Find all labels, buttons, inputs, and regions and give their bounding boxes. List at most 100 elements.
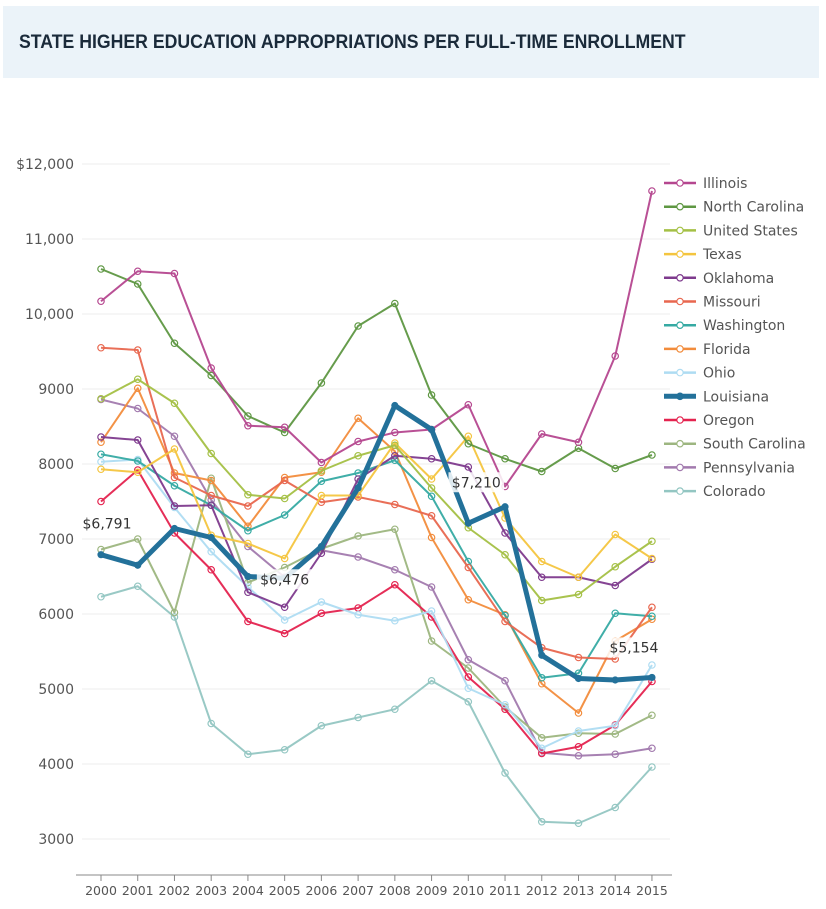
- data-point[interactable]: [427, 391, 436, 399]
- data-point[interactable]: [280, 629, 289, 638]
- data-point[interactable]: [574, 653, 583, 662]
- data-point[interactable]: [574, 819, 583, 828]
- data-point[interactable]: [464, 684, 473, 693]
- data-point[interactable]: [354, 451, 362, 460]
- data-point[interactable]: [427, 475, 436, 483]
- data-point[interactable]: [170, 608, 179, 617]
- data-point[interactable]: [133, 468, 142, 477]
- data-point[interactable]: [537, 749, 546, 758]
- data-point[interactable]: [574, 751, 583, 760]
- data-point[interactable]: [537, 430, 546, 438]
- data-point[interactable]: [427, 484, 436, 492]
- data-point[interactable]: [391, 565, 399, 574]
- data-point[interactable]: [354, 322, 362, 330]
- legend-item[interactable]: Washington: [664, 318, 785, 334]
- data-point[interactable]: [207, 533, 215, 542]
- data-point[interactable]: [501, 503, 509, 511]
- data-point[interactable]: [207, 449, 215, 458]
- data-point[interactable]: [464, 673, 473, 681]
- legend-item[interactable]: Oklahoma: [664, 271, 774, 287]
- data-point[interactable]: [537, 596, 546, 605]
- data-point[interactable]: [97, 497, 105, 506]
- data-point[interactable]: [97, 438, 105, 447]
- data-point[interactable]: [170, 481, 179, 490]
- data-point[interactable]: [170, 613, 179, 621]
- data-point[interactable]: [317, 721, 326, 730]
- data-point[interactable]: [170, 432, 179, 441]
- data-point[interactable]: [611, 803, 620, 812]
- data-point[interactable]: [611, 464, 620, 473]
- data-point[interactable]: [317, 491, 326, 500]
- data-point[interactable]: [97, 457, 105, 466]
- data-point[interactable]: [574, 727, 583, 735]
- data-point[interactable]: [280, 616, 289, 624]
- data-point[interactable]: [97, 551, 105, 559]
- data-point[interactable]: [280, 423, 289, 432]
- data-point[interactable]: [464, 563, 473, 572]
- data-point[interactable]: [537, 467, 546, 476]
- data-point[interactable]: [391, 299, 399, 308]
- data-point[interactable]: [354, 610, 362, 619]
- data-point[interactable]: [427, 637, 436, 645]
- legend-item[interactable]: Illinois: [664, 176, 747, 192]
- data-point[interactable]: [501, 617, 509, 626]
- data-point[interactable]: [648, 451, 656, 459]
- data-point[interactable]: [354, 532, 362, 540]
- data-point[interactable]: [133, 375, 142, 384]
- data-point[interactable]: [207, 476, 215, 485]
- legend-item[interactable]: Oregon: [664, 413, 754, 429]
- data-point[interactable]: [427, 511, 436, 520]
- data-point[interactable]: [537, 733, 546, 742]
- data-point[interactable]: [280, 476, 289, 485]
- data-point[interactable]: [391, 616, 399, 625]
- data-point[interactable]: [280, 494, 289, 503]
- data-point[interactable]: [133, 457, 142, 465]
- data-point[interactable]: [170, 445, 179, 453]
- data-point[interactable]: [244, 522, 252, 531]
- data-point[interactable]: [133, 267, 142, 276]
- data-point[interactable]: [611, 562, 620, 571]
- legend-item[interactable]: Ohio: [664, 366, 735, 382]
- legend-item[interactable]: South Carolina: [664, 437, 806, 453]
- data-point[interactable]: [648, 537, 656, 546]
- data-point[interactable]: [611, 730, 620, 738]
- data-point[interactable]: [648, 661, 656, 669]
- data-point[interactable]: [538, 651, 546, 659]
- data-point[interactable]: [537, 817, 546, 826]
- data-point[interactable]: [317, 542, 325, 551]
- data-point[interactable]: [244, 750, 252, 759]
- data-point[interactable]: [317, 609, 326, 618]
- data-point[interactable]: [537, 557, 546, 566]
- data-point[interactable]: [317, 477, 326, 486]
- legend-item[interactable]: Colorado: [664, 484, 766, 500]
- data-point[interactable]: [244, 539, 252, 548]
- data-point[interactable]: [391, 525, 399, 534]
- data-point[interactable]: [207, 565, 215, 574]
- data-point[interactable]: [464, 463, 473, 471]
- data-point[interactable]: [97, 433, 105, 441]
- data-point[interactable]: [611, 530, 620, 539]
- data-point[interactable]: [574, 573, 583, 582]
- data-point[interactable]: [427, 607, 436, 615]
- data-point[interactable]: [244, 526, 252, 535]
- data-point[interactable]: [611, 581, 620, 590]
- data-point[interactable]: [244, 490, 252, 499]
- data-point[interactable]: [501, 454, 509, 463]
- data-point[interactable]: [391, 500, 399, 509]
- data-point[interactable]: [464, 400, 473, 409]
- legend-item[interactable]: North Carolina: [664, 200, 804, 216]
- data-point[interactable]: [354, 484, 362, 492]
- data-point[interactable]: [244, 588, 252, 597]
- data-point[interactable]: [280, 554, 289, 563]
- data-point[interactable]: [537, 744, 546, 753]
- data-point[interactable]: [97, 465, 105, 474]
- data-point[interactable]: [464, 655, 473, 664]
- data-point[interactable]: [464, 664, 473, 672]
- data-point[interactable]: [501, 700, 509, 709]
- data-point[interactable]: [537, 673, 546, 682]
- legend-item[interactable]: Louisiana: [664, 389, 769, 405]
- data-point[interactable]: [611, 609, 620, 618]
- data-point[interactable]: [133, 582, 142, 591]
- data-point[interactable]: [170, 524, 179, 533]
- legend-item[interactable]: Texas: [664, 247, 742, 263]
